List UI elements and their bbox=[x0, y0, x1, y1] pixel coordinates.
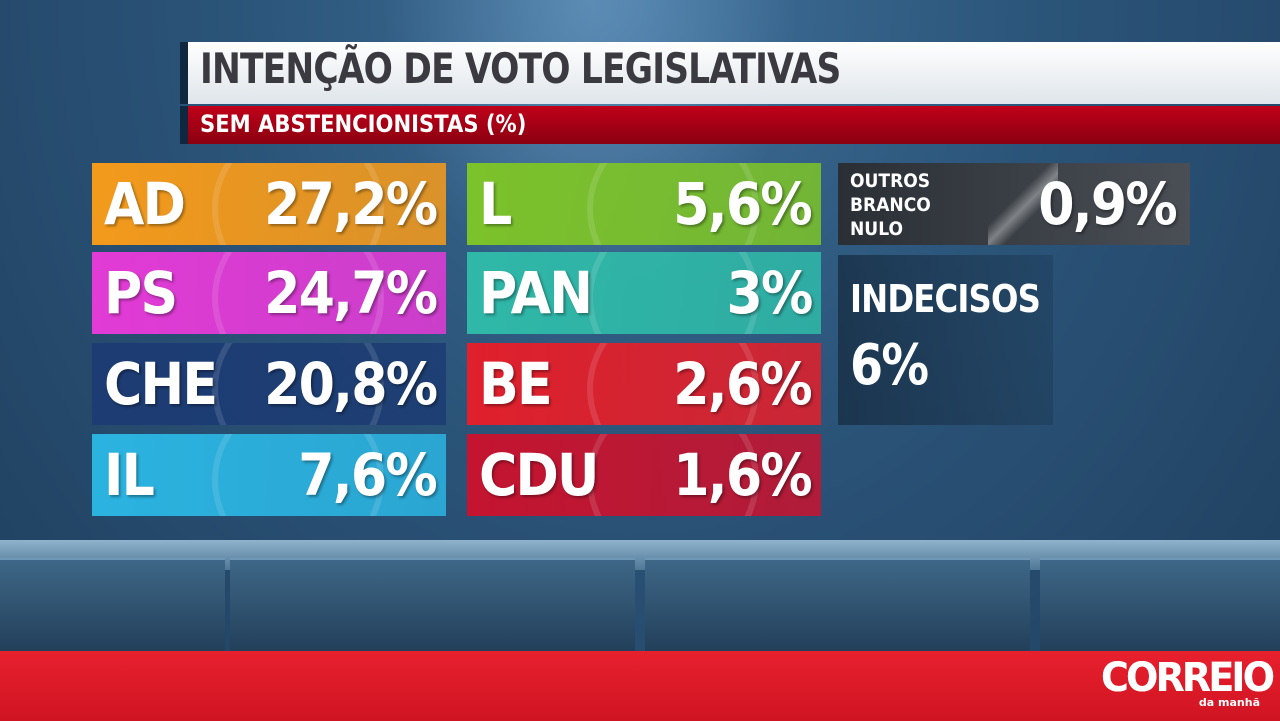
studio-desk-segment bbox=[230, 558, 635, 655]
subtitle-bar bbox=[188, 106, 1280, 144]
others-label-line: NULO bbox=[850, 218, 904, 240]
party-name: CDU bbox=[479, 441, 599, 509]
party-percentage: 3% bbox=[725, 259, 813, 327]
party-name: PAN bbox=[479, 259, 593, 327]
header-bar bbox=[188, 42, 1280, 104]
party-percentage: 5,6% bbox=[673, 170, 812, 238]
others-label-line: OUTROS bbox=[850, 170, 931, 192]
party-name: IL bbox=[104, 441, 155, 509]
logo-wordmark: CORREIO bbox=[1100, 655, 1275, 701]
correio-da-manha-logo: CORREIO da manhã bbox=[1082, 655, 1275, 711]
party-emblem-watermark bbox=[587, 434, 759, 516]
party-emblem-watermark bbox=[587, 343, 759, 425]
others-blank-null-tile: OUTROS BRANCO NULO 0,9% bbox=[838, 163, 1190, 245]
studio-desk-segment bbox=[645, 558, 1030, 655]
party-percentage: 20,8% bbox=[263, 350, 438, 418]
party-percentage: 2,6% bbox=[673, 350, 812, 418]
party-name: L bbox=[479, 170, 512, 238]
party-emblem-watermark bbox=[587, 163, 759, 245]
channel-footer-bar: CORREIO da manhã bbox=[0, 651, 1280, 721]
party-emblem-watermark bbox=[212, 252, 384, 334]
party-name: AD bbox=[104, 170, 186, 238]
others-percentage: 0,9% bbox=[1038, 170, 1177, 238]
party-percentage: 1,6% bbox=[673, 441, 812, 509]
party-name: BE bbox=[479, 350, 553, 418]
party-tile-ad: AD 27,2% bbox=[92, 163, 446, 245]
party-emblem-watermark bbox=[212, 343, 384, 425]
party-emblem-watermark bbox=[212, 434, 384, 516]
studio-desk-segment bbox=[0, 558, 225, 655]
party-tile-ps: PS 24,7% bbox=[92, 252, 446, 334]
undecided-label: INDECISOS bbox=[850, 277, 1041, 321]
party-tile-pan: PAN 3% bbox=[467, 252, 821, 334]
party-emblem-watermark bbox=[212, 163, 384, 245]
logo-tagline: da manhã bbox=[1198, 696, 1260, 709]
party-tile-cdu: CDU 1,6% bbox=[467, 434, 821, 516]
others-label: OUTROS BRANCO NULO bbox=[850, 169, 958, 241]
party-percentage: 24,7% bbox=[263, 259, 438, 327]
decorative-stripe bbox=[988, 163, 1058, 245]
studio-desk-segment bbox=[1040, 558, 1280, 655]
party-tile-be: BE 2,6% bbox=[467, 343, 821, 425]
party-tile-che: CHE 20,8% bbox=[92, 343, 446, 425]
others-label-line: BRANCO bbox=[850, 194, 931, 216]
undecided-percentage: 6% bbox=[850, 333, 929, 398]
party-tile-il: IL 7,6% bbox=[92, 434, 446, 516]
party-percentage: 7,6% bbox=[298, 441, 437, 509]
party-name: PS bbox=[104, 259, 178, 327]
undecided-tile: INDECISOS 6% bbox=[838, 255, 1053, 425]
party-tile-l: L 5,6% bbox=[467, 163, 821, 245]
party-emblem-watermark bbox=[587, 252, 759, 334]
graphic-title: INTENÇÃO DE VOTO LEGISLATIVAS bbox=[200, 44, 841, 93]
party-percentage: 27,2% bbox=[263, 170, 438, 238]
party-name: CHE bbox=[104, 350, 218, 418]
graphic-subtitle: SEM ABSTENCIONISTAS (%) bbox=[200, 110, 527, 138]
